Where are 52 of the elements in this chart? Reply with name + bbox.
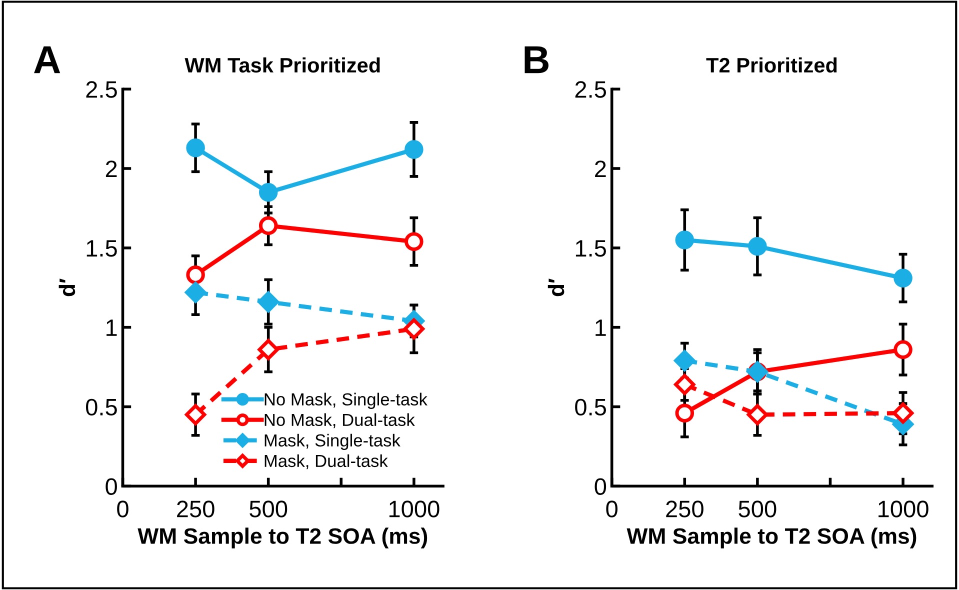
y-tick-label: 0.5 (86, 398, 117, 416)
y-axis-title: d′ (548, 278, 564, 296)
point (186, 266, 205, 284)
point (258, 291, 279, 312)
x-tick-label: 0 (606, 500, 618, 518)
x-tick-label: 500 (250, 500, 288, 518)
point (404, 232, 424, 251)
chart-title: T2 Prioritized (706, 57, 837, 73)
y-tick-label: 1.5 (86, 240, 117, 257)
x-tick-label: 250 (666, 500, 704, 518)
chart-title: WM Task Prioritized (184, 57, 380, 73)
legend-label: Mask, Single-task (264, 434, 400, 450)
point (746, 404, 768, 426)
point (184, 404, 206, 426)
y-tick-label: 0 (106, 478, 117, 495)
text: A (34, 46, 60, 74)
point (258, 216, 278, 236)
x-tick-label: 1000 (878, 500, 928, 518)
legend-label: No Mask, Single-task (264, 392, 428, 409)
x-tick-label: 1000 (389, 500, 440, 518)
point (894, 340, 912, 359)
x-axis-title: WM Sample to T2 SOA (ms) (626, 528, 916, 548)
y-tick-label: 2 (106, 160, 117, 178)
y-tick-label: 2 (595, 160, 606, 178)
point (748, 236, 767, 256)
point (675, 404, 694, 422)
y-tick-label: 0 (594, 478, 606, 495)
point (186, 138, 205, 158)
x-axis-title: WM Sample to T2 SOA (ms) (138, 528, 428, 548)
y-axis-title: d′ (58, 278, 76, 296)
text: B (524, 46, 548, 74)
y-tick-label: 1 (106, 320, 117, 336)
x-tick-label: 500 (738, 500, 776, 518)
y-tick-label: 1 (596, 320, 606, 336)
legend-label: Mask, Dual-task (264, 454, 388, 470)
y-tick-label: 2.5 (575, 81, 606, 98)
point (892, 402, 914, 424)
point (674, 374, 696, 396)
point (675, 230, 694, 250)
point (184, 282, 206, 303)
y-tick-label: 2.5 (86, 81, 117, 98)
point (404, 140, 424, 159)
x-tick-label: 250 (177, 500, 214, 518)
point (258, 182, 278, 202)
point (674, 350, 696, 372)
y-tick-label: 0.5 (575, 398, 606, 416)
point (894, 268, 912, 288)
y-tick-label: 1.5 (576, 240, 606, 257)
x-tick-label: 0 (117, 500, 128, 518)
legend-label: No Mask, Dual-task (264, 413, 415, 428)
point (258, 338, 279, 360)
point (403, 318, 425, 340)
